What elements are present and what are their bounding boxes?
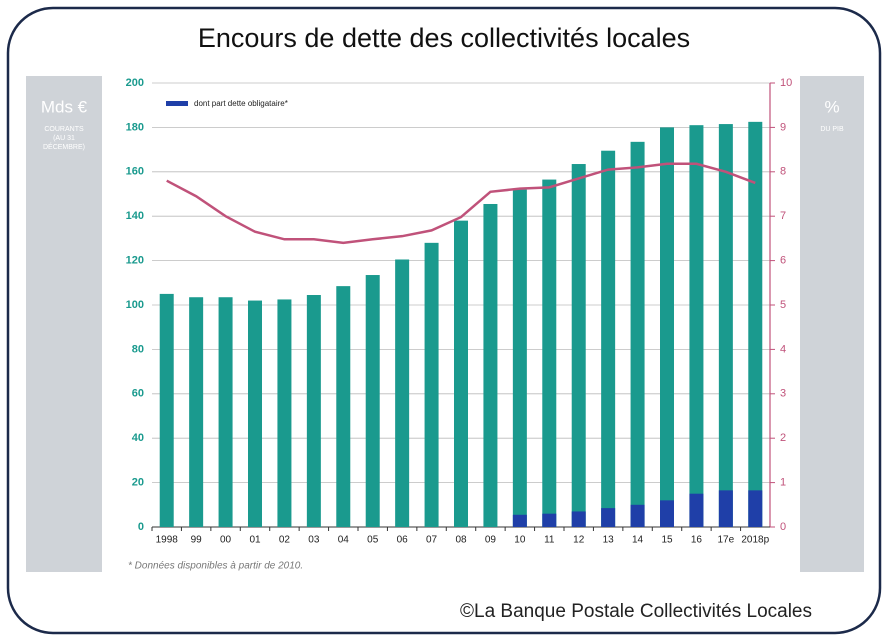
- chart-title: Encours de dette des collectivités local…: [198, 23, 690, 53]
- y2-tick-label: 0: [780, 521, 786, 533]
- x-tick-label: 17e: [718, 535, 735, 546]
- x-tick-label: 05: [367, 535, 379, 546]
- bar: [512, 189, 527, 527]
- bar: [365, 275, 380, 527]
- x-tick-label: 16: [691, 535, 703, 546]
- footnote: * Données disponibles à partir de 2010.: [128, 561, 303, 572]
- x-tick-label: 03: [308, 535, 320, 546]
- x-tick-label: 14: [632, 535, 644, 546]
- source: ©La Banque Postale Collectivités Locales: [460, 601, 812, 622]
- x-tick-label: 99: [191, 535, 203, 546]
- bar: [395, 259, 410, 527]
- bar: [630, 141, 645, 527]
- bar: [571, 511, 586, 527]
- bar: [512, 514, 527, 527]
- bar: [660, 127, 674, 528]
- x-tick-label: 13: [603, 535, 615, 546]
- y2-tick-label: 8: [780, 166, 786, 178]
- x-tick-label: 08: [455, 535, 467, 546]
- left-note: (AU 31: [53, 135, 75, 142]
- x-tick-label: 15: [661, 535, 673, 546]
- y-tick-label: 200: [126, 77, 144, 89]
- y-tick-label: 60: [132, 388, 144, 400]
- bar: [542, 513, 557, 527]
- y2-tick-label: 6: [780, 255, 786, 267]
- right-note: DU PIB: [820, 126, 844, 133]
- y-tick-label: 100: [126, 299, 144, 311]
- legend-swatch: [166, 101, 188, 106]
- bar: [718, 490, 733, 527]
- x-tick-label: 1998: [156, 535, 179, 546]
- y2-tick-label: 5: [780, 299, 786, 311]
- left-panel: [26, 76, 102, 572]
- x-tick-label: 04: [338, 535, 350, 546]
- y-tick-label: 160: [126, 166, 144, 178]
- x-tick-label: 10: [514, 535, 526, 546]
- x-tick-label: 06: [397, 535, 409, 546]
- y-tick-label: 40: [132, 432, 144, 444]
- x-tick-label: 02: [279, 535, 291, 546]
- y2-tick-label: 3: [780, 388, 786, 400]
- right-unit: %: [824, 97, 839, 116]
- bar: [571, 164, 586, 527]
- bar: [748, 121, 763, 527]
- x-tick-label: 07: [426, 535, 438, 546]
- pib-line: [166, 162, 756, 245]
- y2-tick-label: 2: [780, 432, 786, 444]
- y-tick-label: 120: [126, 255, 144, 267]
- y2-tick-label: 4: [780, 343, 786, 355]
- bar: [336, 286, 351, 527]
- y-tick-label: 20: [132, 477, 144, 489]
- y-tick-label: 80: [132, 343, 144, 355]
- bar: [277, 299, 292, 527]
- bar: [689, 493, 704, 527]
- left-note: DÉCEMBRE): [43, 142, 85, 151]
- bar: [454, 220, 468, 527]
- bar: [189, 297, 204, 527]
- right-panel: [800, 76, 864, 572]
- y-tick-label: 140: [126, 210, 144, 222]
- bar: [660, 500, 674, 527]
- y2-tick-label: 10: [780, 77, 792, 89]
- legend-label: dont part dette obligataire*: [194, 99, 288, 108]
- bar: [630, 504, 645, 527]
- x-tick-label: 00: [220, 535, 232, 546]
- left-note: COURANTS: [44, 126, 84, 133]
- bar: [718, 124, 733, 527]
- bar: [159, 293, 174, 527]
- x-tick-label: 2018p: [741, 535, 769, 546]
- bar: [306, 295, 321, 527]
- bar: [483, 203, 498, 528]
- bar: [601, 508, 616, 527]
- left-unit: Mds €: [41, 97, 88, 116]
- bar: [748, 490, 763, 527]
- x-tick-label: 09: [485, 535, 497, 546]
- bar: [218, 297, 233, 527]
- bar: [689, 125, 704, 528]
- y-tick-label: 0: [138, 521, 144, 533]
- y2-tick-label: 7: [780, 210, 786, 222]
- bar: [248, 300, 262, 527]
- bar: [424, 242, 439, 527]
- x-tick-label: 11: [544, 535, 555, 546]
- y2-tick-label: 9: [780, 121, 786, 133]
- x-tick-label: 01: [249, 535, 261, 546]
- bar: [601, 150, 616, 527]
- bar: [542, 179, 557, 527]
- x-tick-label: 12: [573, 535, 585, 546]
- y-tick-label: 180: [126, 121, 144, 133]
- y2-tick-label: 1: [780, 477, 786, 489]
